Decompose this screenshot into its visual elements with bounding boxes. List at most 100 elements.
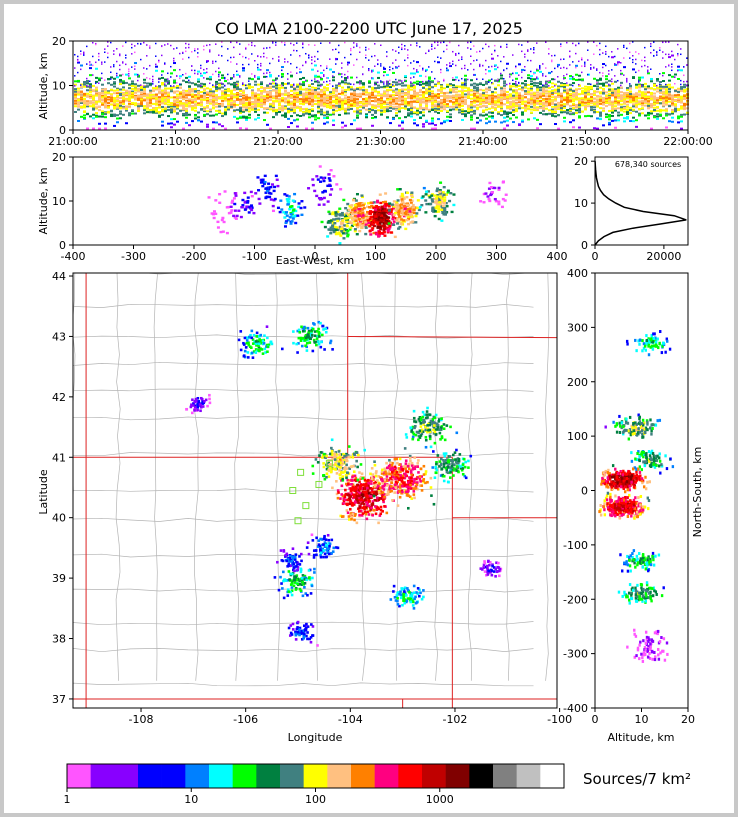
time-height-cell [197, 102, 200, 105]
time-height-cell [530, 70, 532, 73]
time-height-cell [473, 45, 475, 47]
time-height-cell [221, 74, 224, 77]
time-height-cell [458, 95, 461, 98]
time-height-cell [524, 83, 527, 86]
time-height-cell [200, 82, 203, 85]
time-height-cell [560, 92, 563, 95]
time-height-cell [602, 66, 604, 69]
time-height-cell [581, 78, 584, 81]
time-height-cell [509, 76, 511, 78]
time-height-cell [578, 126, 581, 129]
time-height-cell [416, 124, 419, 127]
time-height-cell [254, 106, 257, 109]
time-height-cell [146, 44, 148, 46]
time-height-cell [512, 113, 515, 116]
time-height-cell [572, 93, 575, 96]
time-height-cell [293, 83, 295, 86]
time-height-cell [509, 88, 512, 91]
time-height-cell [299, 88, 302, 91]
time-height-cell [389, 104, 392, 107]
time-height-cell [236, 88, 239, 91]
time-height-cell [215, 96, 218, 99]
time-height-cell [404, 59, 406, 62]
time-height-cell [536, 127, 539, 130]
time-height-cell [101, 113, 104, 116]
time-height-cell [263, 119, 266, 122]
time-height-cell [608, 79, 611, 82]
time-height-cell [245, 106, 248, 109]
time-height-cell [473, 98, 476, 101]
time-height-cell [245, 48, 247, 50]
time-height-cell [404, 100, 407, 103]
time-height-cell [137, 110, 140, 113]
time-height-cell [242, 101, 245, 104]
time-height-cell [356, 88, 359, 91]
time-height-cell [644, 46, 646, 49]
time-height-cell [362, 66, 364, 68]
time-height-cell [416, 44, 418, 47]
time-height-cell [326, 104, 329, 107]
time-height-cell [185, 92, 188, 95]
time-height-cell [461, 100, 464, 103]
time-height-cell [194, 72, 196, 75]
time-height-cell [209, 88, 212, 91]
time-height-cell [362, 91, 365, 94]
time-height-cell [431, 117, 434, 120]
time-height-cell [146, 111, 149, 114]
time-height-cell [89, 88, 92, 91]
time-height-cell [383, 102, 386, 105]
time-height-cell [266, 123, 269, 126]
time-height-cell [536, 118, 539, 121]
time-height-cell [83, 111, 86, 114]
time-height-cell [392, 62, 394, 64]
time-height-cell [554, 88, 557, 91]
time-height-cell [611, 109, 614, 112]
time-height-cell [320, 78, 323, 81]
time-height-cell [323, 114, 326, 117]
time-height-cell [161, 102, 164, 105]
time-height-cell [572, 107, 575, 110]
time-height-cell [293, 44, 295, 46]
time-height-cell [515, 99, 518, 102]
time-height-cell [500, 121, 503, 124]
time-height-cell [617, 61, 620, 64]
time-height-cell [521, 82, 524, 85]
time-height-cell [404, 107, 407, 110]
time-height-cell [494, 65, 496, 67]
time-height-cell [233, 109, 236, 112]
time-height-cell [575, 52, 577, 55]
time-height-cell [287, 96, 290, 99]
time-height-cell [125, 73, 128, 76]
time-height-cell [401, 48, 403, 51]
time-height-cell [395, 98, 398, 101]
time-height-cell [83, 97, 86, 100]
time-height-cell [149, 64, 151, 67]
time-height-cell [131, 90, 134, 93]
time-height-cell [257, 63, 259, 66]
time-height-cell [488, 102, 491, 105]
time-height-cell [569, 75, 572, 78]
time-height-cell [239, 116, 242, 119]
time-height-cell [392, 94, 395, 97]
time-height-cell [191, 106, 194, 109]
time-height-cell [629, 93, 632, 96]
time-height-cell [557, 76, 559, 78]
time-height-cell [146, 85, 149, 88]
time-height-cell [380, 101, 383, 104]
time-height-cell [617, 79, 619, 82]
time-height-cell [83, 93, 86, 96]
time-height-cell [128, 75, 130, 77]
time-height-cell [296, 106, 299, 109]
time-height-cell [416, 111, 419, 114]
time-height-cell [503, 80, 506, 83]
time-height-cell [629, 106, 632, 109]
time-height-cell [587, 101, 590, 104]
time-height-cell [551, 93, 554, 96]
time-height-cell [560, 107, 563, 110]
time-height-cell [269, 86, 272, 89]
time-height-cell [470, 55, 472, 58]
time-height-cell [332, 109, 335, 112]
time-height-cell [137, 90, 140, 93]
time-height-cell [299, 102, 302, 105]
time-height-cell [179, 92, 182, 95]
